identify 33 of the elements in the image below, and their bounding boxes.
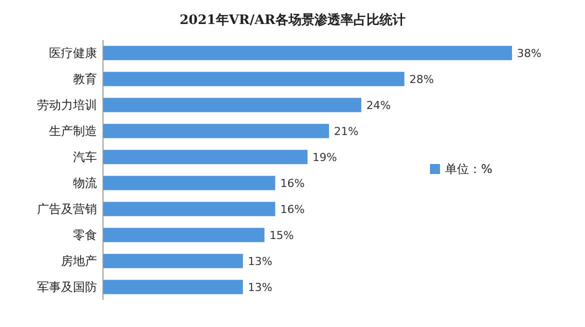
- data-label: 24%: [366, 99, 391, 112]
- data-label: 19%: [312, 151, 337, 164]
- y-tick-label: 生产制造: [49, 124, 97, 138]
- y-tick-label: 军事及国防: [37, 280, 97, 294]
- y-tick-label: 医疗健康: [49, 46, 97, 60]
- data-label: 38%: [517, 47, 542, 60]
- bar: [103, 124, 330, 138]
- y-tick-label: 广告及营销: [37, 202, 97, 216]
- bar: [103, 176, 276, 190]
- y-tick-label: 汽车: [73, 150, 97, 164]
- y-tick-label: 物流: [73, 176, 97, 190]
- data-label: 13%: [248, 255, 272, 268]
- chart-title: 2021年VR/AR各场景渗透率占比统计: [180, 12, 406, 28]
- bar: [103, 202, 276, 216]
- bar: [103, 46, 512, 60]
- data-label: 16%: [280, 177, 305, 190]
- data-label: 13%: [248, 281, 272, 294]
- data-label: 15%: [269, 229, 294, 242]
- data-label: 21%: [334, 125, 358, 138]
- data-label: 28%: [409, 73, 434, 86]
- bar: [103, 98, 362, 112]
- bar: [103, 228, 264, 242]
- bar: [103, 150, 308, 164]
- y-tick-label: 教育: [73, 72, 97, 86]
- legend-label: 单位：%: [445, 162, 492, 176]
- legend: 单位：%: [430, 162, 492, 176]
- bar: [103, 72, 404, 86]
- y-tick-label: 零食: [73, 228, 97, 242]
- bar: [103, 280, 243, 294]
- y-tick-label: 房地产: [61, 254, 97, 268]
- data-label: 16%: [280, 203, 305, 216]
- bar: [103, 254, 243, 268]
- y-tick-label: 劳动力培训: [37, 98, 97, 112]
